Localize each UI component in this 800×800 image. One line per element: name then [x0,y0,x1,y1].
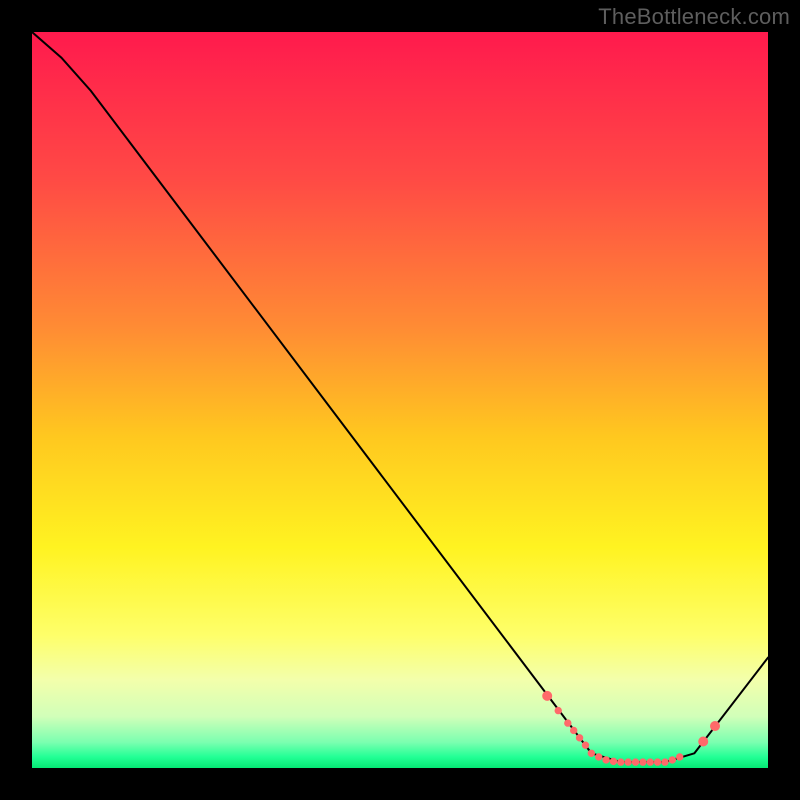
curve-marker [647,759,653,765]
curve-marker [662,759,668,765]
curve-marker [596,754,602,760]
curve-marker [571,727,577,733]
curve-marker [576,735,582,741]
bottleneck-curve [32,32,768,762]
plot-area [32,32,768,768]
watermark-text: TheBottleneck.com [598,4,790,30]
curve-layer [32,32,768,768]
curve-marker [640,759,646,765]
curve-marker [669,757,675,763]
curve-marker [699,737,708,746]
curve-marker [588,750,594,756]
curve-marker [603,757,609,763]
curve-marker [618,759,624,765]
curve-marker [625,759,631,765]
curve-marker [555,707,561,713]
curve-marker [632,759,638,765]
curve-marker [565,720,571,726]
curve-marker [543,691,552,700]
chart-container: TheBottleneck.com [0,0,800,800]
curve-marker [654,759,660,765]
curve-marker [582,742,588,748]
curve-marker [711,722,720,731]
curve-marker [676,754,682,760]
curve-marker [610,758,616,764]
